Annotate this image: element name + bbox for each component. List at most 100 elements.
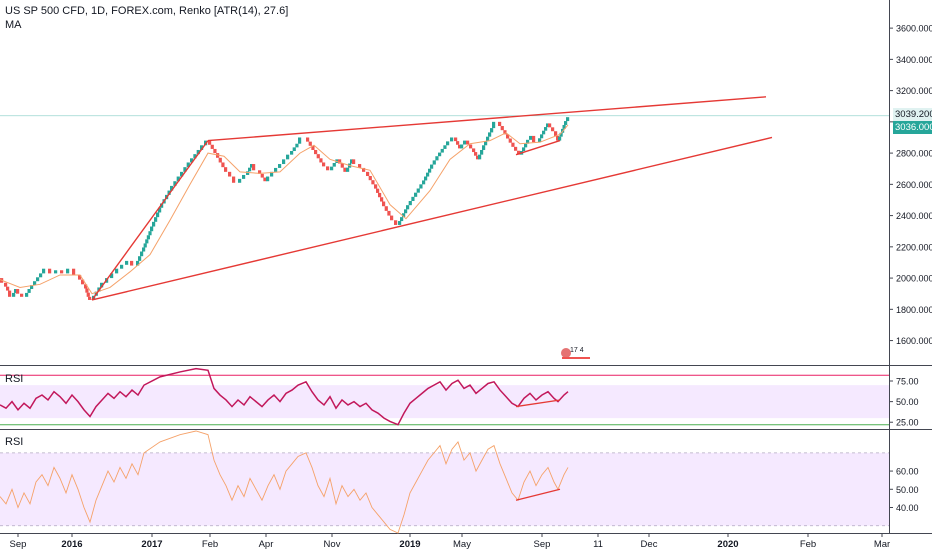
renko-brick-up: [332, 162, 336, 167]
renko-brick-down: [221, 162, 225, 168]
renko-brick-up: [402, 213, 406, 218]
renko-brick-down: [458, 144, 462, 149]
renko-brick-up: [484, 140, 488, 146]
renko-brick-up: [330, 166, 334, 171]
trendline: [515, 139, 561, 156]
renko-brick-down: [86, 292, 90, 297]
renko-brick-up: [238, 178, 242, 183]
renko-brick-up: [196, 149, 200, 155]
rsi-tick-label: 50.00: [896, 397, 919, 407]
renko-brick-down: [514, 146, 518, 151]
rsi-band: [0, 385, 889, 419]
renko-brick-up: [450, 137, 454, 142]
renko-brick-down: [340, 163, 344, 168]
renko-brick-down: [6, 286, 10, 291]
renko-brick-down: [208, 140, 212, 145]
renko-brick-up: [110, 273, 114, 279]
renko-brick-up: [30, 285, 34, 290]
axis-layer: 1600.000 1800.000 2000.000 2200.000 2400.000…: [10, 24, 932, 550]
time-tick-label: 2016: [61, 539, 82, 550]
renko-brick-up: [150, 226, 154, 232]
renko-brick-up: [540, 134, 544, 139]
renko-brick-up: [486, 136, 490, 141]
renko-brick-up: [346, 167, 350, 172]
rsi2-pane[interactable]: [0, 430, 889, 534]
renko-brick-up: [140, 251, 144, 257]
price-pane[interactable]: [0, 96, 889, 301]
renko-brick-up: [411, 196, 415, 202]
renko-brick-up: [480, 149, 484, 155]
renko-brick-down: [498, 121, 502, 127]
renko-brick-up: [404, 209, 408, 214]
renko-brick-up: [39, 273, 43, 278]
renko-brick-down: [232, 176, 236, 183]
renko-brick-up: [12, 292, 16, 297]
renko-brick-up: [143, 243, 147, 248]
renko-brick-up: [156, 212, 160, 218]
renko-brick-up: [546, 123, 550, 128]
renko-brick-up: [350, 159, 354, 164]
rsi-band: [0, 452, 889, 526]
renko-brick-up: [14, 289, 18, 293]
rsi-tick-label: 50.00: [896, 485, 919, 495]
time-tick-label: May: [453, 539, 471, 550]
renko-brick-down: [554, 131, 558, 136]
renko-brick-down: [556, 135, 560, 141]
time-tick-label: Dec: [641, 539, 658, 550]
rsi-divergence-line: [515, 488, 561, 501]
price-tick-label: 2800.000: [896, 149, 932, 159]
renko-brick-down: [213, 148, 217, 154]
renko-brick-down: [228, 171, 232, 177]
renko-brick-up: [400, 217, 404, 222]
renko-brick-up: [186, 162, 190, 168]
renko-brick-up: [246, 171, 250, 175]
renko-brick-down: [378, 192, 382, 198]
renko-brick-up: [419, 184, 423, 189]
renko-brick-up: [398, 221, 402, 225]
renko-brick-up: [146, 235, 150, 240]
renko-brick-down: [387, 210, 391, 216]
renko-brick-down: [368, 176, 372, 181]
rsi1-pane[interactable]: [0, 367, 889, 426]
events-badge[interactable]: 17 4: [560, 344, 590, 360]
renko-brick-down: [338, 159, 342, 164]
symbol-legend: US SP 500 CFD, 1D, FOREX.com, Renko [ATR…: [5, 5, 289, 17]
rsi1-label: RSI: [5, 373, 24, 385]
renko-brick-up: [152, 221, 156, 227]
renko-brick-up: [292, 147, 296, 152]
price-tick-label: 2600.000: [896, 180, 932, 190]
renko-brick-down: [311, 145, 315, 150]
renko-brick-down: [511, 142, 515, 147]
price-tick-label: 2000.000: [896, 274, 932, 284]
time-tick-label: Sep: [10, 539, 27, 550]
renko-brick-down: [517, 150, 521, 155]
renko-brick-up: [443, 145, 447, 149]
rsi-tick-label: 40.00: [896, 503, 919, 513]
renko-brick-down: [60, 270, 64, 274]
rsi-tick-label: 60.00: [896, 467, 919, 477]
renko-brick-up: [27, 289, 31, 293]
renko-brick-up: [170, 185, 174, 191]
renko-brick-down: [503, 130, 507, 135]
renko-brick-up: [522, 147, 526, 152]
renko-brick-up: [66, 268, 70, 274]
rsi2-label: RSI: [5, 436, 24, 448]
renko-brick-up: [148, 231, 152, 236]
renko-brick-down: [16, 289, 20, 294]
renko-brick-up: [424, 176, 428, 181]
renko-brick-up: [138, 256, 142, 261]
renko-brick-down: [260, 173, 264, 178]
renko-brick-up: [440, 148, 444, 153]
renko-brick-up: [460, 144, 464, 149]
renko-brick-up: [408, 201, 412, 206]
renko-brick-up: [183, 167, 187, 172]
time-tick-label: Mar: [874, 539, 890, 550]
renko-brick-down: [130, 260, 134, 266]
time-tick-label: Feb: [202, 539, 218, 550]
time-tick-label: Feb: [800, 539, 816, 550]
renko-brick-down: [551, 127, 555, 132]
renko-brick-down: [500, 126, 504, 131]
renko-brick-up: [562, 124, 566, 129]
renko-brick-down: [376, 188, 380, 193]
